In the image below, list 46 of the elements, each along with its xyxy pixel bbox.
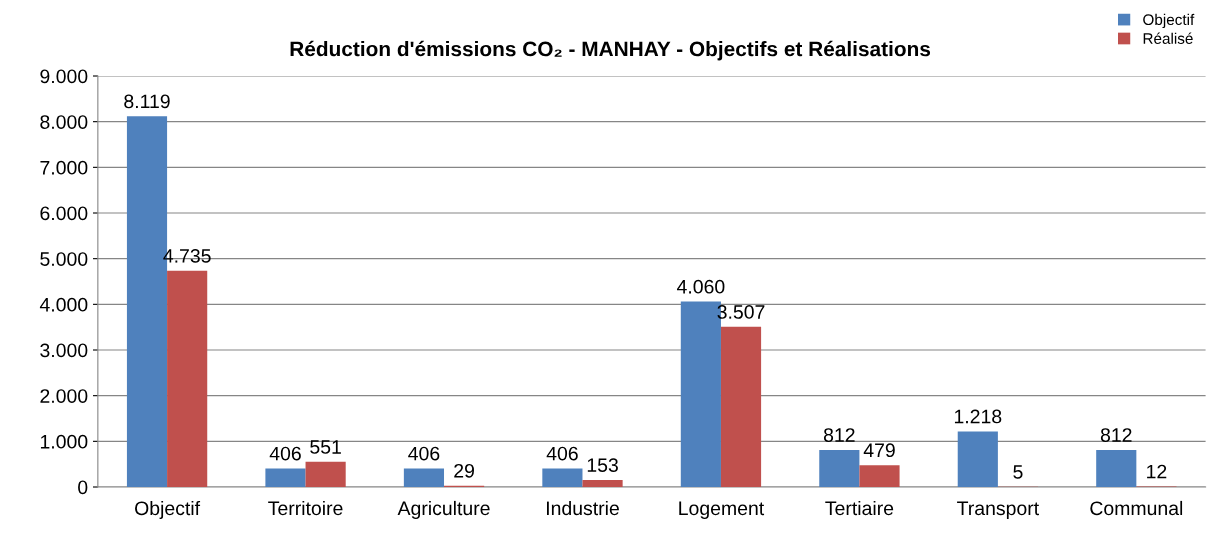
y-tick-label: 5.000 bbox=[40, 252, 88, 266]
data-label: 8.119 bbox=[124, 94, 170, 109]
x-tick-label: Industrie bbox=[546, 500, 619, 516]
data-label: 551 bbox=[310, 440, 341, 454]
bar bbox=[859, 465, 900, 487]
y-tick-label: 6.000 bbox=[40, 206, 88, 221]
chart-title: Réduction d'émissions CO₂ - MANHAY - Objectifs et Réalisations bbox=[290, 40, 931, 61]
y-tick-label: 9.000 bbox=[40, 69, 88, 84]
data-label: 479 bbox=[863, 443, 895, 458]
y-tick-label: 4.000 bbox=[39, 297, 88, 312]
data-label: 406 bbox=[546, 446, 578, 461]
y-tick-label: 0 bbox=[78, 480, 88, 495]
data-label: 812 bbox=[1100, 428, 1132, 442]
data-label: 5 bbox=[1013, 465, 1023, 479]
bar bbox=[582, 480, 623, 487]
bar bbox=[305, 461, 346, 487]
y-tick-label: 7.000 bbox=[40, 160, 88, 175]
data-label: 812 bbox=[823, 428, 855, 442]
x-tick-label: Tertiaire bbox=[825, 500, 894, 516]
data-label: 29 bbox=[454, 463, 474, 478]
x-tick-label: Objectif bbox=[135, 500, 201, 520]
bar bbox=[542, 468, 583, 487]
data-label: 153 bbox=[587, 458, 618, 473]
bar bbox=[957, 431, 998, 487]
bar bbox=[819, 449, 860, 487]
bar bbox=[167, 270, 208, 487]
x-tick-label: Logement bbox=[679, 501, 765, 520]
data-label: 406 bbox=[269, 446, 301, 461]
data-label: 4.060 bbox=[676, 279, 725, 294]
x-tick-label: Agriculture bbox=[397, 500, 490, 520]
bar bbox=[403, 468, 445, 487]
bar bbox=[1096, 449, 1137, 487]
data-label: 1.218 bbox=[954, 409, 1002, 424]
y-tick-label: 3.000 bbox=[40, 343, 88, 358]
x-tick-label: Territoire bbox=[268, 500, 343, 516]
data-label: 406 bbox=[408, 446, 440, 461]
x-tick-label: Communal bbox=[1090, 500, 1183, 516]
y-tick-label: 2.000 bbox=[40, 389, 88, 403]
legend-label: Objectif bbox=[1143, 13, 1195, 29]
y-tick-label: 8.000 bbox=[40, 115, 88, 129]
y-tick-label: 1.000 bbox=[40, 434, 88, 449]
bar bbox=[720, 326, 762, 487]
data-label: 12 bbox=[1147, 464, 1167, 479]
bar bbox=[265, 468, 306, 487]
legend-label: Réalisé bbox=[1143, 32, 1193, 44]
x-tick-label: Transport bbox=[957, 501, 1039, 520]
